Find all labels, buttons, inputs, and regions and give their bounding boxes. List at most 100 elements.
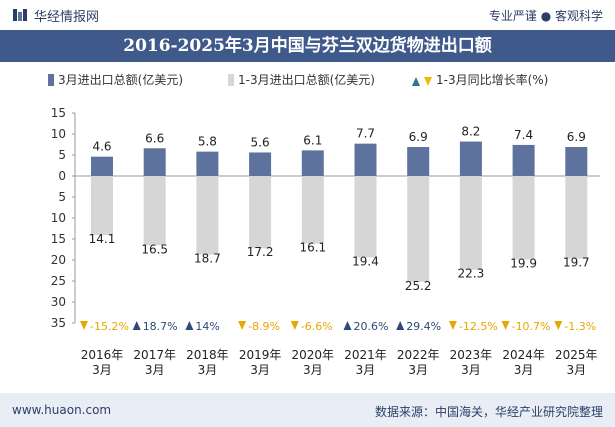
bar-ytd	[512, 176, 535, 260]
x-tick-label-line: 3月	[250, 363, 270, 377]
x-tick-label-line: 3月	[356, 363, 376, 377]
x-tick-label-line: 3月	[303, 363, 323, 377]
bar-march	[91, 156, 113, 176]
bar-march	[565, 147, 588, 176]
x-tick-label: 2022年 3月	[397, 348, 440, 377]
chart: 3月进出口总额(亿美元) 1-3月进出口总额(亿美元) 1-3月同比增长率(%) 15…	[48, 72, 600, 377]
y-tick-label: 10	[51, 211, 66, 225]
y-tick-label: 20	[51, 253, 66, 267]
legend-marker-march	[48, 74, 54, 86]
bar-ytd	[143, 176, 166, 246]
y-tick-label: 25	[51, 274, 66, 288]
data-label-march: 6.6	[145, 131, 164, 145]
x-tick-label-line: 3月	[198, 363, 218, 377]
y-tick-label: 35	[51, 316, 66, 330]
x-tick-label-line: 3月	[514, 363, 534, 377]
data-label-march: 5.6	[251, 135, 270, 149]
bar-march	[512, 144, 535, 176]
x-tick-label-line: 2019年	[239, 348, 282, 362]
growth-marker-up	[185, 321, 194, 330]
legend-marker-growth-up	[412, 77, 420, 86]
growth-marker-up	[396, 321, 405, 330]
x-tick-label-line: 3月	[566, 363, 586, 377]
growth-label: 14%	[195, 320, 219, 333]
tagline: 专业严谨 ● 客观科学	[488, 9, 603, 23]
data-label-ytd: 25.2	[405, 279, 432, 293]
x-tick-label: 2017年 3月	[133, 348, 176, 377]
data-label-ytd: 19.7	[563, 256, 590, 270]
y-tick-label: 15	[51, 232, 66, 246]
bar-march	[196, 151, 219, 176]
growth-label: 20.6%	[354, 320, 389, 333]
bar-ytd	[301, 176, 324, 244]
data-label-ytd: 16.1	[299, 241, 326, 255]
growth-marker-down	[238, 321, 247, 330]
bar-march	[143, 148, 166, 176]
data-label-ytd: 16.5	[141, 242, 168, 256]
x-tick-label-line: 3月	[408, 363, 428, 377]
data-label-march: 6.9	[567, 130, 586, 144]
x-tick-label-line: 3月	[92, 363, 112, 377]
bar-ytd	[91, 176, 113, 236]
y-tick-label: 30	[51, 295, 66, 309]
bar-ytd	[249, 176, 272, 249]
growth-marker-up	[343, 321, 352, 330]
bar-march	[354, 143, 377, 176]
data-label-ytd: 14.1	[89, 232, 116, 246]
footer-url[interactable]: www.huaon.com	[12, 403, 112, 417]
bar-march	[459, 141, 482, 176]
growth-label: -15.2%	[90, 320, 129, 333]
x-tick-label: 2018年 3月	[186, 348, 229, 377]
bar-march	[301, 150, 324, 176]
legend-marker-growth-down	[424, 77, 432, 86]
chart-title: 2016-2025年3月中国与芬兰双边货物进出口额	[123, 36, 492, 56]
growth-label: -12.5%	[459, 320, 498, 333]
legend-label-growth: 1-3月同比增长率(%)	[436, 72, 548, 87]
data-label-ytd: 19.4	[352, 254, 379, 268]
x-tick-label-line: 2023年	[450, 348, 493, 362]
bar-ytd	[354, 176, 377, 258]
data-label-march: 7.4	[514, 128, 533, 142]
legend-label-march: 3月进出口总额(亿美元)	[58, 72, 183, 87]
growth-marker-down	[501, 321, 510, 330]
growth-label: 29.4%	[406, 320, 441, 333]
top-bar: 华经情报网 专业严谨 ● 客观科学	[0, 0, 615, 30]
data-label-march: 6.1	[303, 133, 322, 147]
x-tick-label: 2023年 3月	[450, 348, 493, 377]
x-tick-label-line: 2024年	[502, 348, 545, 362]
x-tick-label: 2024年 3月	[502, 348, 545, 377]
legend-label-ytd: 1-3月进出口总额(亿美元)	[238, 72, 375, 87]
legend-marker-ytd	[228, 74, 234, 86]
growth-marker-up	[132, 321, 141, 330]
x-tick-label: 2016年 3月	[81, 348, 124, 377]
y-tick-label: 5	[58, 190, 66, 204]
growth-marker-down	[448, 321, 457, 330]
data-label-march: 4.6	[92, 140, 111, 154]
growth-label: 18.7%	[143, 320, 178, 333]
title-bar	[0, 30, 615, 62]
x-tick-label-line: 2025年	[555, 348, 598, 362]
bar-ytd	[565, 176, 588, 259]
x-tick-label-line: 2016年	[81, 348, 124, 362]
y-tick-label: 15	[51, 106, 66, 120]
bar-march	[407, 147, 430, 176]
growth-marker-down	[80, 321, 88, 330]
bar-ytd	[407, 176, 430, 282]
data-label-ytd: 18.7	[194, 252, 221, 266]
data-label-ytd: 22.3	[458, 267, 485, 281]
growth-marker-down	[554, 321, 563, 330]
bar-march	[249, 152, 272, 176]
y-tick-label: 5	[58, 148, 66, 162]
data-label-march: 6.9	[409, 130, 428, 144]
x-tick-label: 2021年 3月	[344, 348, 387, 377]
data-label-ytd: 17.2	[247, 245, 274, 259]
x-tick-label-line: 2021年	[344, 348, 387, 362]
x-tick-label-line: 3月	[145, 363, 165, 377]
growth-label: -10.7%	[512, 320, 551, 333]
growth-label: -6.6%	[301, 320, 333, 333]
x-tick-label-line: 2017年	[133, 348, 176, 362]
growth-marker-down	[290, 321, 299, 330]
x-tick-label-line: 2022年	[397, 348, 440, 362]
data-label-march: 5.8	[198, 135, 217, 149]
bar-ytd	[459, 176, 482, 270]
